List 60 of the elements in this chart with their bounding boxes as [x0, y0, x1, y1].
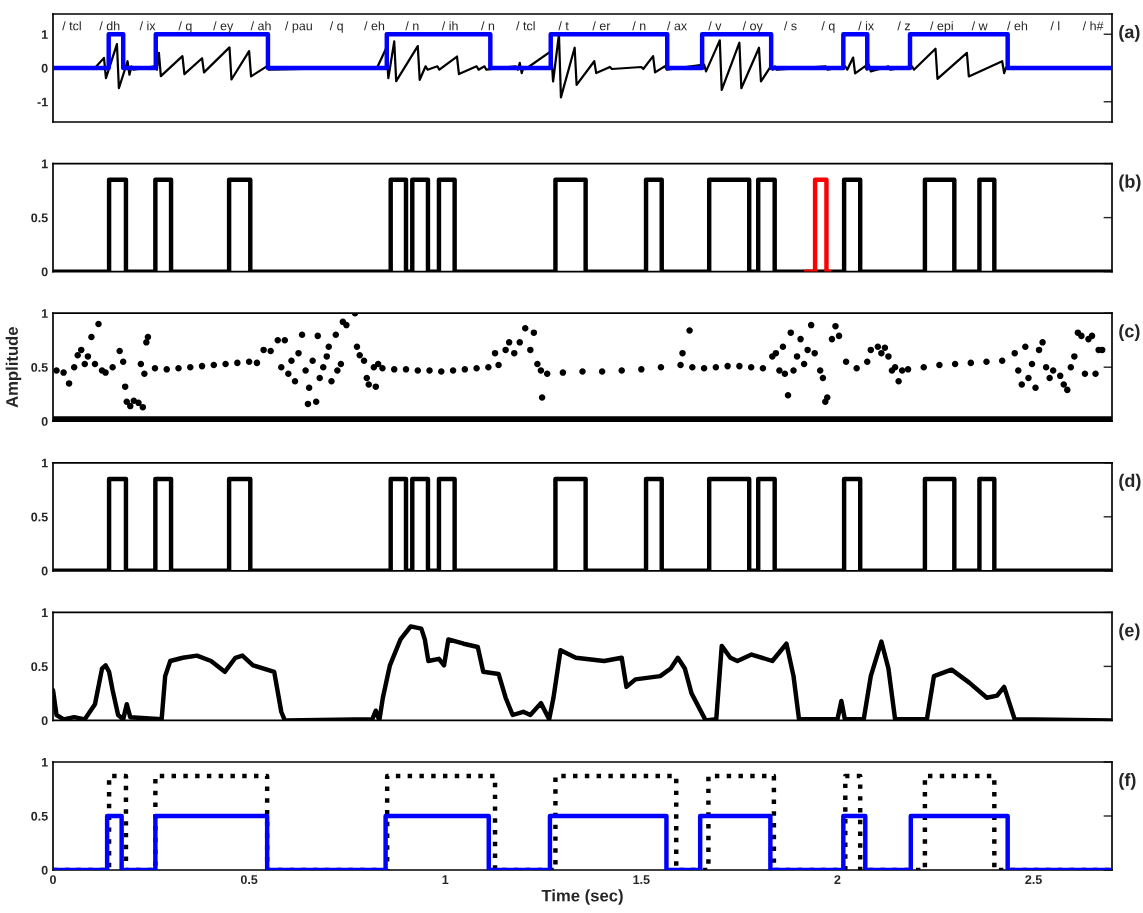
annotation: / ih: [441, 21, 458, 31]
annotation: / v: [708, 21, 722, 31]
y-tick-label: 1: [41, 309, 48, 318]
x-tick-label: 1: [442, 875, 449, 884]
annotation: / t: [558, 21, 569, 31]
text: (e): [1119, 623, 1140, 641]
x-tick-label: 1.5: [633, 875, 650, 885]
annotation: / n: [405, 21, 419, 31]
text: (b): [1119, 174, 1141, 192]
annotation: / s: [783, 21, 797, 31]
annotation: / q: [821, 21, 835, 33]
y-tick-label: 0.5: [31, 662, 48, 672]
text: (a): [1119, 25, 1140, 42]
y-tick-label: 0.5: [31, 213, 48, 223]
annotation: / h#: [1082, 21, 1104, 31]
annotation: / z: [897, 21, 910, 31]
y-tick-label: 0: [41, 716, 48, 726]
annotation: / tcl: [62, 21, 81, 31]
y-tick-label: 1: [41, 458, 48, 468]
annotation: / w: [971, 21, 988, 31]
x-axis-title: Time (sec): [541, 889, 623, 905]
y-tick-label: -1: [37, 97, 48, 107]
y-tick-label: 1: [41, 608, 48, 617]
annotation: / eh: [1007, 21, 1028, 31]
text: (c): [1119, 324, 1140, 342]
x-tick-label: 2: [834, 875, 841, 884]
annotation: / n: [632, 21, 646, 31]
annotation: / oy: [742, 21, 763, 33]
y-tick-label: 0.5: [31, 811, 48, 821]
annotation: / ax: [666, 21, 687, 31]
annotation: / ix: [139, 21, 156, 31]
y-tick-label: 1: [41, 159, 48, 169]
x-tick-label: 0: [50, 875, 56, 885]
annotation: / ix: [858, 21, 875, 31]
annotation: / ey: [213, 21, 234, 33]
annotation: / tcl: [516, 21, 535, 31]
y-tick-label: 0.5: [31, 512, 48, 522]
text: (f): [1119, 773, 1136, 790]
y-tick-label: 0: [41, 63, 48, 73]
y-tick-label: 0: [41, 267, 48, 277]
annotation: / pau: [284, 21, 312, 33]
annotation: / l: [1050, 21, 1060, 31]
y-tick-label: 0: [41, 865, 48, 875]
annotation: / er: [592, 21, 611, 31]
y-axis-title: Amplitude: [5, 327, 22, 408]
x-tick-label: 0.5: [240, 875, 258, 885]
y-tick-label: 0.5: [31, 363, 48, 372]
annotation: / dh: [99, 21, 120, 31]
y-tick-label: 0: [41, 417, 48, 426]
y-tick-label: 1: [41, 30, 48, 39]
y-tick-label: 0: [41, 566, 48, 576]
annotation: / n: [481, 21, 495, 31]
annotation: / ah: [250, 21, 271, 31]
y-tick-label: 1: [41, 757, 48, 767]
annotation: / q: [329, 21, 343, 33]
x-tick-label: 2.5: [1025, 875, 1042, 885]
annotation: / q: [178, 21, 192, 33]
text: (d): [1119, 473, 1141, 491]
annotation: / eh: [364, 21, 385, 31]
annotation: / epi: [929, 21, 953, 33]
